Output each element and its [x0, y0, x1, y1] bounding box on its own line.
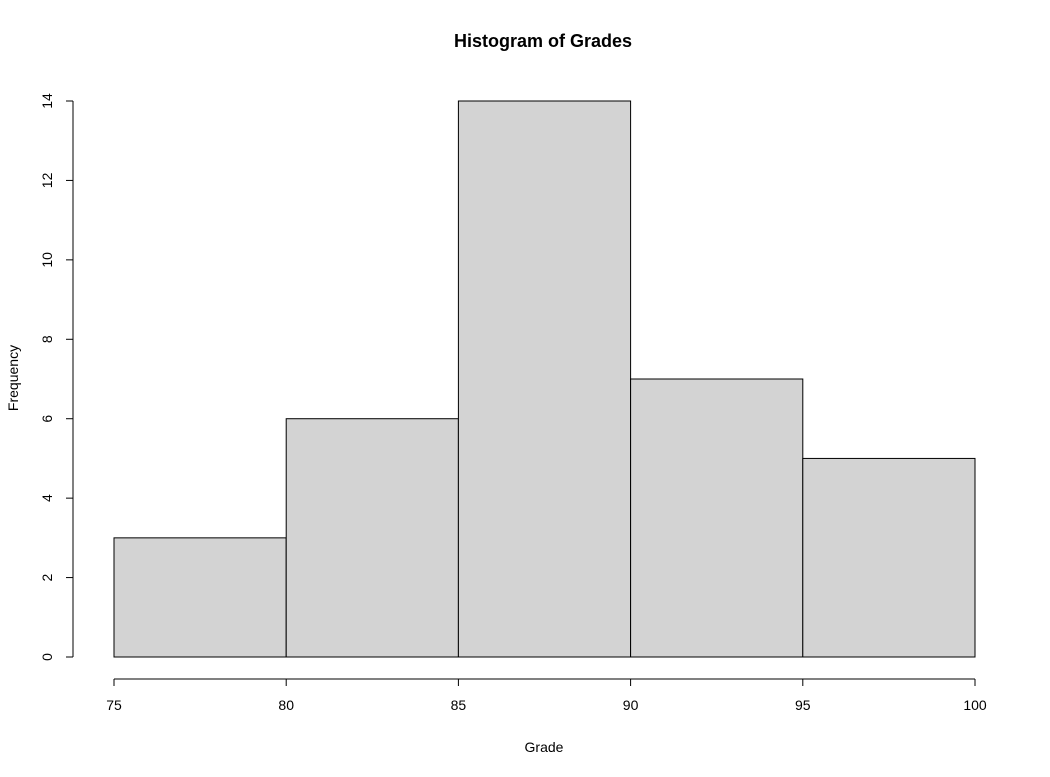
y-tick-label: 10 [39, 252, 55, 268]
x-tick-label: 85 [451, 697, 467, 713]
x-tick-label: 80 [278, 697, 294, 713]
x-tick-label: 90 [623, 697, 639, 713]
histogram-bar-90-95 [630, 378, 804, 658]
y-tick-label: 8 [39, 335, 55, 343]
histogram-bar-95-100 [802, 457, 976, 658]
y-tick-label: 14 [39, 93, 55, 109]
histogram-bar-80-85 [285, 418, 459, 658]
y-axis: 0 2 4 6 8 10 12 14 [39, 93, 74, 661]
y-tick-label: 6 [39, 415, 55, 423]
chart-title: Histogram of Grades [454, 31, 632, 51]
y-tick-label: 12 [39, 172, 55, 188]
x-axis: 75 80 85 90 95 100 [106, 678, 987, 713]
y-axis-label: Frequency [5, 345, 21, 411]
x-axis-label: Grade [525, 739, 564, 755]
histogram-bar-85-90 [457, 100, 632, 658]
y-tick-label: 4 [39, 494, 55, 502]
y-tick-label: 2 [39, 573, 55, 581]
bars-group [113, 100, 976, 658]
x-tick-label: 75 [106, 697, 122, 713]
histogram-bar-75-80 [113, 537, 287, 658]
x-tick-label: 100 [963, 697, 987, 713]
y-tick-label: 0 [39, 653, 55, 661]
x-tick-label: 95 [795, 697, 811, 713]
